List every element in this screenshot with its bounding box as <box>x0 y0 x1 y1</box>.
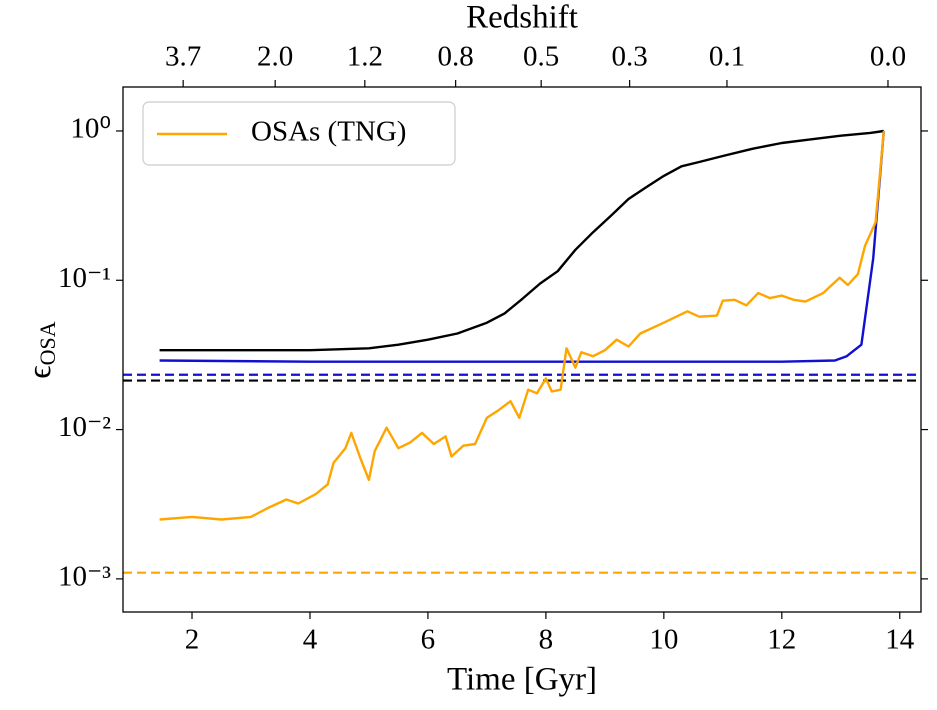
x-tick-label: 14 <box>885 624 915 656</box>
x-tick-label: 8 <box>539 624 554 656</box>
x-tick-label: 12 <box>767 624 796 656</box>
legend-label: OSAs (TNG) <box>251 116 406 148</box>
y-axis-symbol: ϵ <box>22 365 58 378</box>
x2-tick-label: 0.1 <box>709 41 745 73</box>
legend-box <box>142 101 456 166</box>
y-tick-label: 10⁻³ <box>58 561 111 593</box>
series-line <box>159 129 884 352</box>
x2-tick-label: 3.7 <box>165 41 201 73</box>
x2-tick-label: 0.5 <box>523 41 559 73</box>
x2-tick-label: 1.2 <box>347 41 383 73</box>
plot-area <box>123 129 921 574</box>
plot-frame <box>122 86 922 613</box>
x-tick-label: 10 <box>649 624 678 656</box>
x2-tick-label: 0.3 <box>612 41 648 73</box>
y-tick-label: 10⁻² <box>58 411 111 443</box>
y-axis-subscript: OSA <box>35 321 60 365</box>
x-tick-label: 4 <box>303 624 318 656</box>
x-axis-label: Time [Gyr] <box>447 662 597 698</box>
y-tick-label: 10⁻¹ <box>58 262 111 294</box>
x2-tick-label: 0.8 <box>438 41 474 73</box>
x-tick-label: 6 <box>421 624 436 656</box>
y-axis-label: ϵOSA <box>22 321 60 378</box>
y-tick-label: 10⁰ <box>70 113 111 145</box>
x2-tick-label: 2.0 <box>257 41 293 73</box>
x-tick-label: 2 <box>185 624 200 656</box>
series-line <box>159 130 885 521</box>
x2-axis-label: Redshift <box>466 0 578 36</box>
series-line <box>159 130 885 363</box>
x2-tick-label: 0.0 <box>870 41 906 73</box>
